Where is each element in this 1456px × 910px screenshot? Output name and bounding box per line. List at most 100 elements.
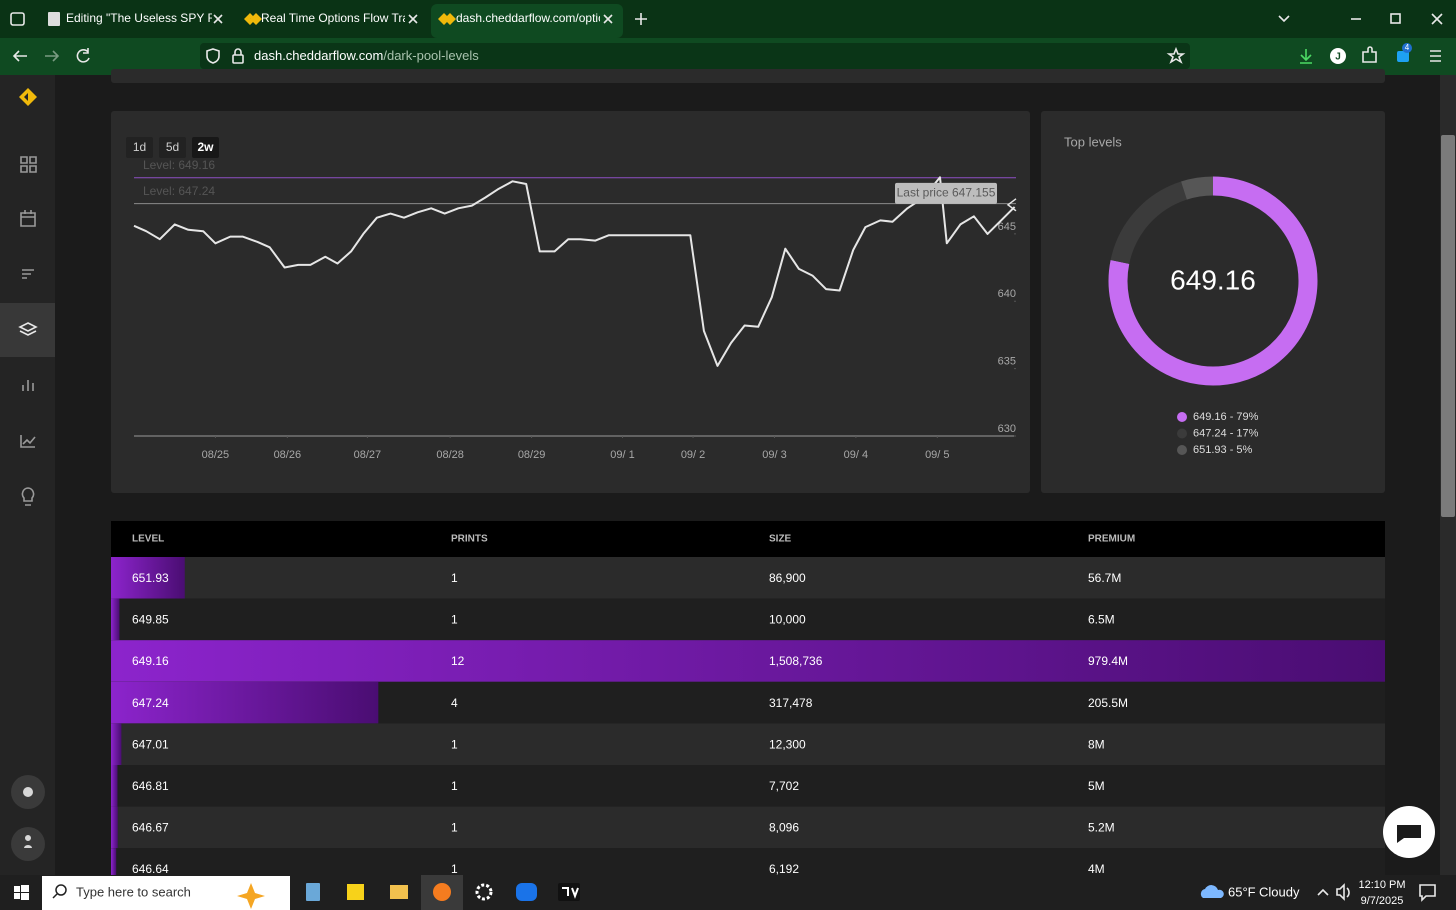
cell-prints: 4 <box>451 696 458 710</box>
cell-prints: 12 <box>451 654 465 668</box>
levels-card <box>1041 111 1385 493</box>
column-header[interactable]: PREMIUM <box>1088 534 1135 545</box>
account-button[interactable] <box>11 827 45 861</box>
cell-prints: 1 <box>451 571 458 585</box>
tab-title[interactable]: dash.cheddarflow.com/options- <box>456 11 621 25</box>
close-window[interactable] <box>1431 13 1443 25</box>
range-button-label[interactable]: 2w <box>197 140 214 154</box>
bookmark-star[interactable] <box>1166 46 1186 64</box>
legend-label: 651.93 - 5% <box>1193 444 1253 456</box>
account-icon <box>24 835 32 848</box>
legend-swatch <box>1177 412 1187 422</box>
extensions[interactable] <box>1362 46 1377 63</box>
menu[interactable] <box>1430 50 1441 62</box>
nav-dark-pool[interactable] <box>18 322 38 336</box>
url-box[interactable] <box>200 43 1190 69</box>
nav-calendar[interactable] <box>20 210 36 227</box>
nav-stats[interactable] <box>22 380 34 391</box>
volume[interactable] <box>1336 883 1350 901</box>
tray-chevron[interactable] <box>1317 888 1329 896</box>
cell-level: 646.67 <box>132 821 169 835</box>
weather-condition[interactable]: Cloudy <box>1259 884 1300 899</box>
tab-close[interactable] <box>213 14 613 24</box>
table-row[interactable] <box>111 806 1385 849</box>
cell-size: 86,900 <box>769 571 806 585</box>
range-button-label[interactable]: 5d <box>166 140 179 154</box>
profile-initial: J <box>1335 52 1341 63</box>
new-tab[interactable] <box>635 13 647 25</box>
x-tick-label: 08/29 <box>518 449 546 461</box>
table-headers: LEVEL PRINTS SIZE PREMIUM <box>132 534 1135 545</box>
app-mail[interactable] <box>516 883 537 901</box>
list-all-tabs[interactable] <box>1278 15 1290 23</box>
app-calculator[interactable] <box>306 883 320 901</box>
donut-center-label: 649.16 <box>1170 264 1256 295</box>
scrollbar-thumb[interactable] <box>1441 135 1455 517</box>
notifications[interactable] <box>1419 884 1436 902</box>
weather-temperature[interactable]: 65°F <box>1228 884 1256 899</box>
tab-list-icon[interactable] <box>10 12 25 26</box>
back[interactable] <box>12 50 27 62</box>
url[interactable]: dash.cheddarflow.com/dark-pool-levels <box>254 48 479 63</box>
app-firefox[interactable] <box>433 883 451 901</box>
nav-flow[interactable] <box>22 269 34 279</box>
column-header[interactable]: LEVEL <box>132 534 164 545</box>
app-sticky-notes[interactable] <box>347 884 364 900</box>
premium-bar <box>111 723 122 765</box>
extension-icon[interactable] <box>1397 51 1409 62</box>
range-button[interactable] <box>126 137 153 158</box>
reload[interactable] <box>76 48 90 63</box>
app-logo[interactable] <box>19 88 37 106</box>
lock[interactable] <box>232 54 244 64</box>
x-tick-label: 08/28 <box>436 449 464 461</box>
range-button[interactable] <box>159 137 186 158</box>
range-button[interactable] <box>192 137 219 158</box>
y-tick-label: 640 <box>998 288 1016 300</box>
app-settings[interactable] <box>475 883 493 901</box>
x-tick-label: 08/25 <box>202 449 230 461</box>
url-path: /dark-pool-levels <box>383 48 479 63</box>
table-row[interactable] <box>111 723 1385 765</box>
forward[interactable] <box>45 50 60 62</box>
table-row[interactable] <box>111 598 1385 641</box>
app-explorer[interactable] <box>390 885 408 899</box>
column-header[interactable]: SIZE <box>769 534 792 545</box>
premium-bar <box>111 598 120 641</box>
tab-title[interactable]: Editing "The Useless SPY Report" <box>66 11 248 25</box>
level-label: Level: 649.16 <box>143 158 215 172</box>
tab-title[interactable]: Real Time Options Flow Tracking <box>261 11 437 25</box>
clock-time[interactable]: 12:10 PM <box>1358 879 1405 891</box>
search-icon <box>52 893 58 899</box>
cell-level: 649.85 <box>132 613 169 627</box>
cell-level: 646.81 <box>132 779 169 793</box>
cell-level: 647.01 <box>132 737 169 751</box>
premium-bar <box>111 557 185 599</box>
table-row[interactable] <box>111 557 1385 599</box>
premium-bar <box>111 806 118 849</box>
y-tick-label: 645 <box>998 221 1016 233</box>
nav-dashboard[interactable] <box>20 156 37 173</box>
tracking-shield[interactable] <box>206 48 220 64</box>
table-row[interactable] <box>111 765 1385 807</box>
url-host: dash.cheddarflow.com <box>254 48 383 63</box>
profile-avatar[interactable] <box>1330 48 1346 64</box>
restore[interactable] <box>1390 13 1401 24</box>
column-header[interactable]: PRINTS <box>451 534 488 545</box>
x-tick-label: 09/ 3 <box>762 449 786 461</box>
range-button-label[interactable]: 1d <box>133 140 146 154</box>
cell-prints: 1 <box>451 737 458 751</box>
price-line <box>133 176 1016 367</box>
last-price-marker <box>1006 198 1017 212</box>
table-row[interactable] <box>111 848 1385 890</box>
premium-bar <box>111 765 118 807</box>
tab-favicon <box>438 13 456 25</box>
downloads[interactable] <box>1300 49 1312 64</box>
clock-date[interactable]: 9/7/2025 <box>1361 895 1404 907</box>
search-placeholder[interactable]: Type here to search <box>76 884 191 899</box>
start-button[interactable] <box>14 885 29 900</box>
nav-chart[interactable] <box>20 435 36 448</box>
x-tick-label: 09/ 4 <box>844 449 868 461</box>
search-highlight <box>237 883 265 909</box>
nav-ideas[interactable] <box>21 487 35 506</box>
